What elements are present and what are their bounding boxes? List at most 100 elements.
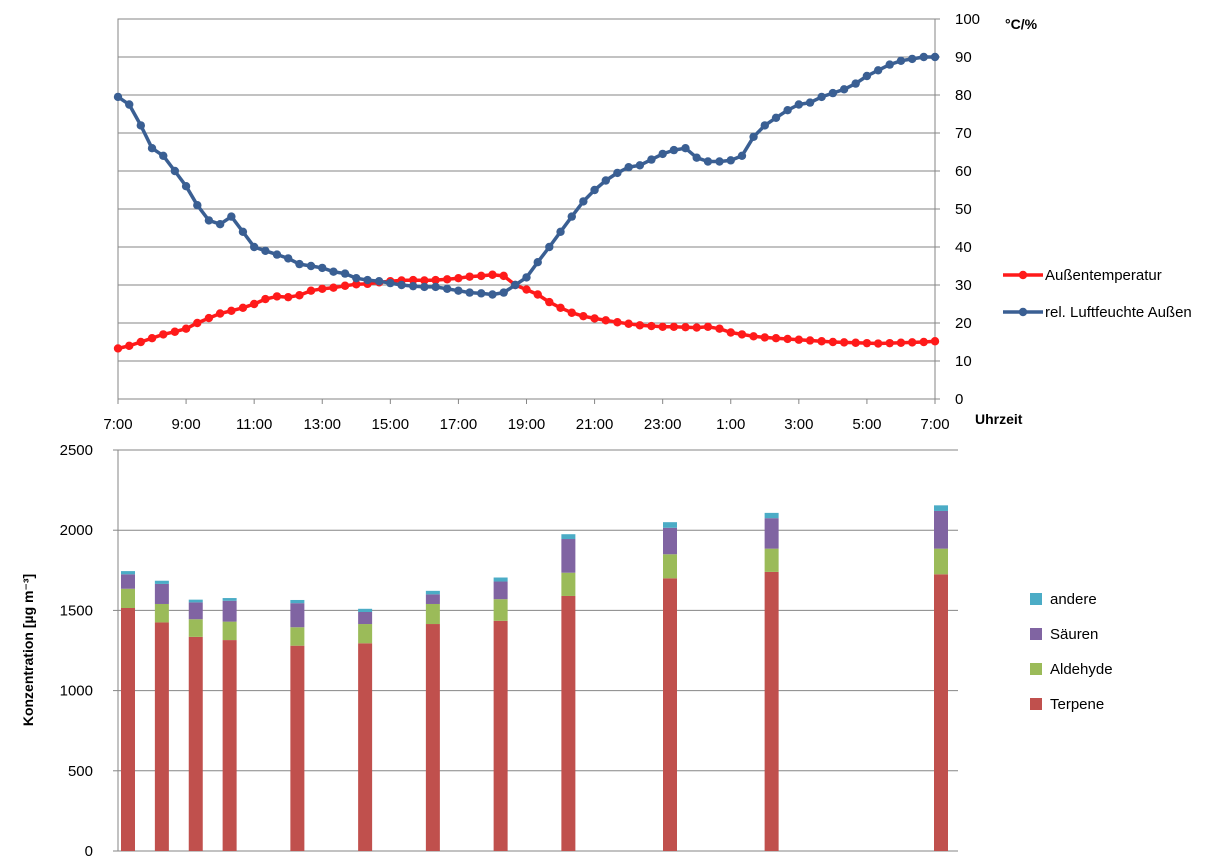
bar-stack	[493, 577, 508, 851]
bar-segment-aldehyde	[425, 603, 440, 625]
legend-label: Säuren	[1050, 626, 1098, 643]
bar-segment-andere	[222, 598, 237, 601]
legend-item: Außentemperatur	[1003, 267, 1162, 284]
data-point	[771, 334, 781, 343]
bar-segment-terpene	[358, 643, 373, 851]
data-point	[794, 335, 804, 344]
legend-label: Aldehyde	[1050, 661, 1113, 678]
data-point	[363, 275, 372, 285]
bar-segment-aldehyde	[493, 599, 508, 621]
bar-segment-andere	[358, 608, 373, 613]
data-point	[817, 92, 826, 102]
bar-segment-saeuren	[934, 510, 948, 549]
bar-segment-aldehyde	[934, 548, 948, 575]
data-point	[193, 318, 202, 328]
line-chart-y-tick-label: 60	[955, 163, 972, 180]
bar-stack	[663, 522, 677, 851]
data-point	[771, 113, 781, 123]
data-point	[805, 336, 815, 345]
data-point	[420, 276, 429, 285]
bar-segment-andere	[493, 577, 508, 582]
data-point	[465, 288, 474, 297]
line-chart-legend: Außentemperatur rel. Luftfeuchte Außen	[1003, 267, 1192, 321]
data-point	[715, 324, 724, 333]
data-point	[272, 250, 282, 259]
line-chart-y-tick-label: 50	[955, 201, 972, 218]
bar-segment-aldehyde	[121, 588, 135, 608]
data-point	[386, 278, 395, 288]
bar-segment-saeuren	[493, 581, 508, 600]
legend-label: Terpene	[1050, 696, 1104, 713]
data-point	[147, 334, 157, 343]
data-point	[431, 275, 440, 285]
legend-item: rel. Luftfeuchte Außen	[1003, 304, 1192, 321]
line-chart-x-tick-label: 21:00	[576, 416, 614, 433]
data-point	[499, 271, 508, 281]
line-chart-x-tick-label: 7:00	[103, 416, 132, 433]
data-point	[522, 285, 531, 294]
data-point	[249, 242, 259, 252]
data-point	[113, 92, 123, 102]
data-point	[533, 258, 542, 267]
data-point	[397, 280, 406, 290]
bar-chart-y-tick-label: 1500	[60, 602, 93, 619]
data-point	[601, 316, 611, 325]
bar-chart-y-tick-label: 1000	[60, 683, 93, 700]
data-point	[136, 337, 146, 347]
legend-swatch	[1030, 663, 1042, 675]
data-point	[579, 311, 588, 321]
bar-stack	[188, 599, 203, 851]
data-point	[930, 337, 940, 346]
line-chart-gridlines	[117, 18, 940, 404]
data-point	[692, 153, 701, 162]
data-point	[227, 212, 236, 221]
data-point	[669, 322, 679, 331]
bar-stack	[358, 608, 373, 851]
bar-segment-saeuren	[154, 583, 169, 604]
data-point	[556, 303, 565, 312]
data-point	[885, 60, 894, 69]
data-point	[408, 281, 418, 291]
data-point	[159, 330, 168, 339]
data-point	[136, 121, 146, 130]
bar-stack	[222, 598, 237, 851]
line-chart-x-tick-label: 17:00	[440, 416, 478, 433]
bar-segment-saeuren	[425, 594, 440, 604]
data-point	[454, 273, 463, 283]
data-point	[306, 286, 316, 295]
bar-chart-y-axis-title: Konzentration [µg m⁻³]	[20, 574, 36, 726]
data-point	[760, 333, 769, 342]
bar-segment-andere	[561, 534, 576, 540]
data-point	[204, 313, 214, 323]
legend-swatch	[1030, 628, 1042, 640]
bar-segment-saeuren	[764, 518, 779, 549]
bar-segment-terpene	[934, 574, 948, 851]
data-point	[590, 314, 599, 323]
legend-item: Säuren	[1030, 626, 1098, 643]
data-point	[726, 156, 735, 165]
data-point	[794, 100, 804, 109]
series-luftfeuchte	[113, 52, 940, 299]
bar-segment-andere	[121, 571, 135, 575]
data-point	[318, 284, 327, 293]
data-point	[624, 163, 633, 172]
bar-segment-andere	[425, 590, 440, 595]
line-chart-x-tick-label: 11:00	[236, 416, 272, 433]
data-point	[828, 337, 838, 347]
series-aussentemperatur	[113, 270, 940, 353]
data-point	[284, 292, 293, 302]
data-point	[681, 322, 690, 332]
data-point	[669, 145, 679, 155]
line-chart-x-tick-label: 3:00	[784, 416, 813, 433]
data-point	[170, 166, 180, 176]
line-chart-x-tick-label: 7:00	[920, 416, 949, 433]
data-point	[465, 272, 474, 281]
data-point	[692, 323, 701, 332]
line-chart-y-tick-label: 30	[955, 277, 972, 294]
legend-swatch	[1030, 698, 1042, 710]
data-point	[703, 322, 713, 331]
legend-item: andere	[1030, 591, 1097, 608]
data-point	[488, 290, 497, 299]
bar-segment-andere	[934, 505, 948, 511]
